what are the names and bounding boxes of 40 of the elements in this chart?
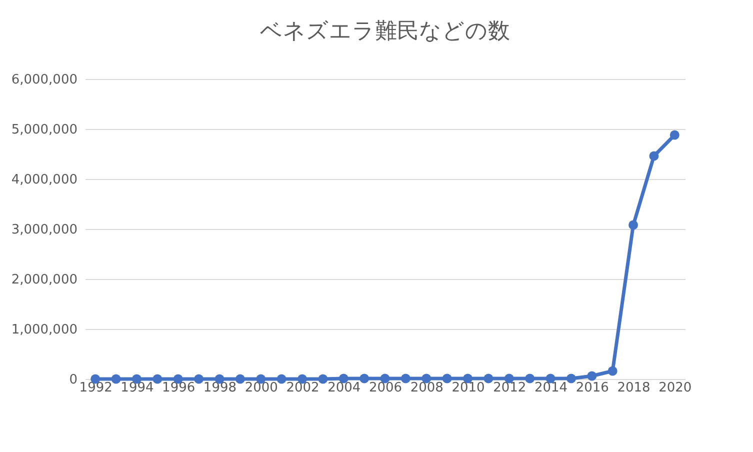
y-tick-label: 1,000,000 <box>11 322 78 338</box>
x-tick-label: 2002 <box>286 380 320 396</box>
x-tick-label: 2000 <box>244 380 278 396</box>
x-tick-label: 2016 <box>576 380 609 396</box>
point <box>484 374 494 384</box>
x-tick-label: 2018 <box>617 380 650 396</box>
x-tick-label: 2010 <box>452 380 485 396</box>
point <box>566 374 576 384</box>
y-tick-label: 4,000,000 <box>11 172 78 188</box>
x-tick-label: 2006 <box>368 380 402 396</box>
point <box>587 371 597 381</box>
point <box>608 366 618 376</box>
y-tick-label: 0 <box>69 372 78 388</box>
point <box>628 220 638 230</box>
x-tick-label: 2008 <box>410 380 444 396</box>
point <box>670 130 680 140</box>
point <box>194 374 204 384</box>
x-tick-label: 1996 <box>162 380 196 396</box>
x-tick-label: 2012 <box>493 380 526 396</box>
x-tick-label: 2020 <box>658 380 692 396</box>
point <box>360 374 370 384</box>
x-tick-label: 2004 <box>328 380 361 396</box>
x-tick-label: 1998 <box>203 380 237 396</box>
x-tick-label: 1992 <box>79 380 112 396</box>
point <box>276 374 286 384</box>
x-tick-label: 1994 <box>120 380 154 396</box>
point <box>442 374 452 384</box>
y-tick-label: 6,000,000 <box>11 72 78 88</box>
point <box>400 374 410 384</box>
point <box>525 374 535 384</box>
point <box>318 374 328 384</box>
point <box>152 374 162 384</box>
x-tick-label: 2014 <box>534 380 568 396</box>
y-tick-label: 5,000,000 <box>11 122 78 138</box>
y-tick-label: 2,000,000 <box>11 272 78 288</box>
point <box>649 151 659 161</box>
y-tick-label: 3,000,000 <box>11 222 78 238</box>
chart-title: ベネズエラ難民などの数 <box>260 19 510 44</box>
point <box>111 374 121 384</box>
point <box>235 374 245 384</box>
